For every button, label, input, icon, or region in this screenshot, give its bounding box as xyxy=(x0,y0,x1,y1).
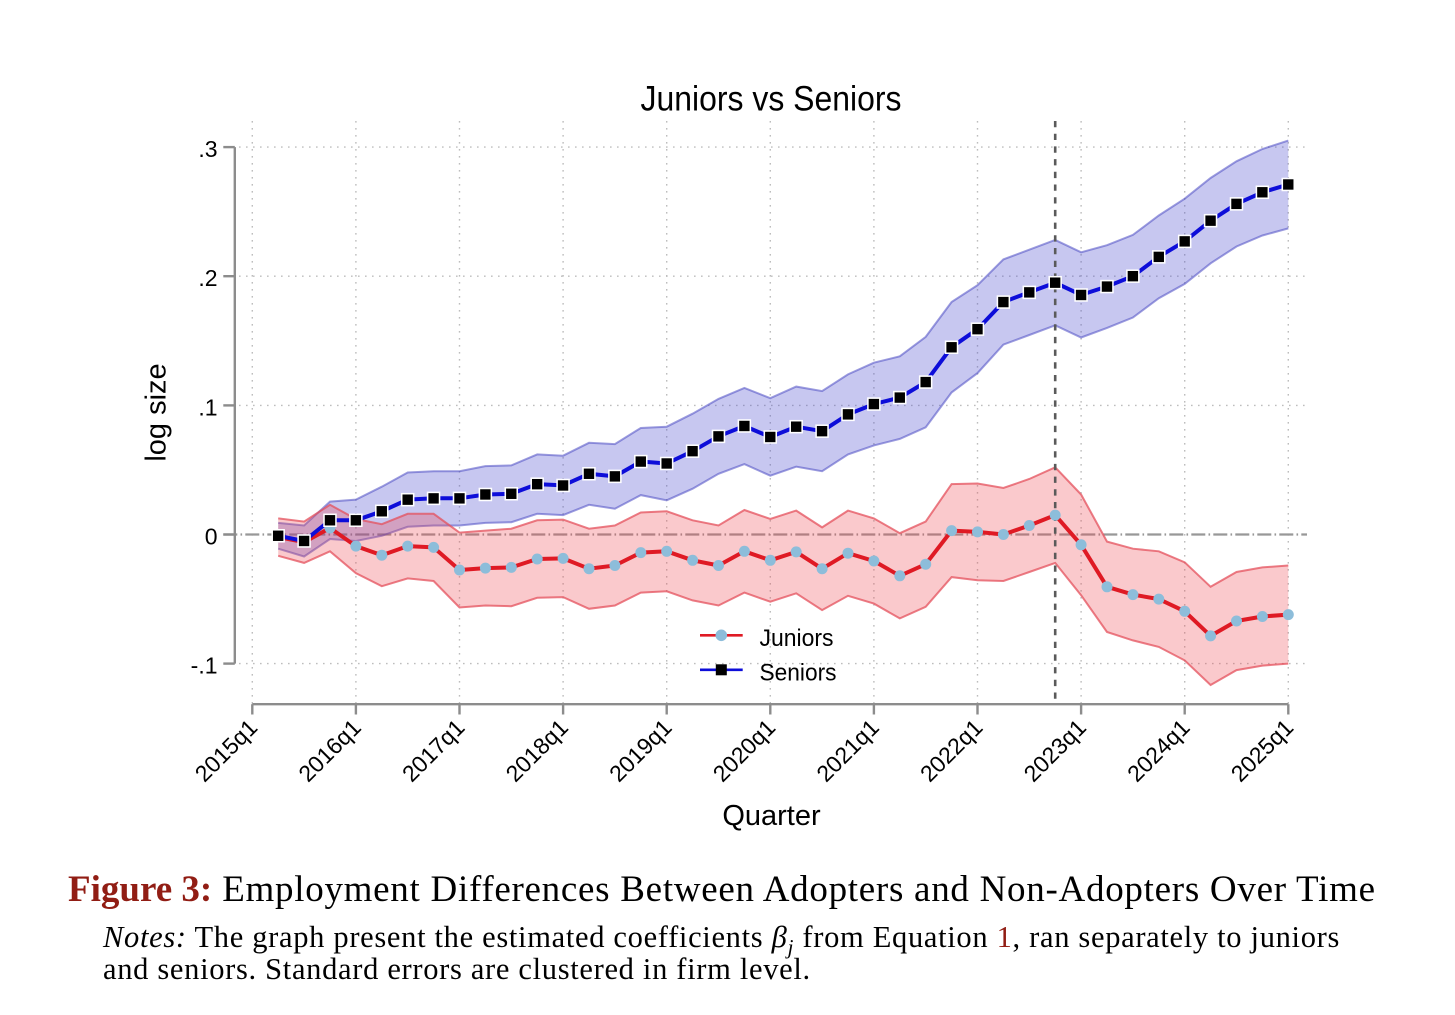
svg-text:.2: .2 xyxy=(198,265,217,291)
svg-text:Juniors vs Seniors: Juniors vs Seniors xyxy=(641,79,902,119)
svg-text:.3: .3 xyxy=(198,136,217,162)
svg-text:Juniors: Juniors xyxy=(760,625,834,652)
svg-text:.1: .1 xyxy=(198,394,217,420)
svg-text:-.1: -.1 xyxy=(191,653,218,679)
svg-text:Seniors: Seniors xyxy=(760,659,837,686)
svg-text:0: 0 xyxy=(205,524,218,550)
svg-text:Quarter: Quarter xyxy=(722,800,821,832)
svg-text:log size: log size xyxy=(141,363,173,461)
